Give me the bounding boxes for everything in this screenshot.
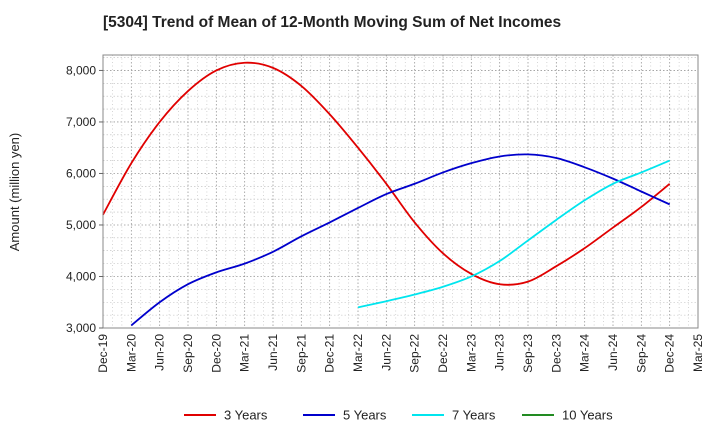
x-tick-label: Dec-23 [549,334,563,373]
y-tick-label: 6,000 [66,166,96,180]
x-tick-label: Mar-21 [238,334,252,372]
x-tick-label: Sep-24 [634,334,648,373]
x-tick-label: Dec-20 [209,334,223,373]
legend-label-3-years: 3 Years [224,408,268,423]
x-tick-labels: Dec-19 Mar-20 Jun-20 Sep-20 Dec-20 Mar-21 Jun-… [96,334,705,373]
legend-label-10-years: 10 Years [562,408,613,423]
series-line-3-years [102,61,671,286]
x-tick-label: Jun-21 [266,334,280,371]
x-tick-label: Mar-20 [124,334,138,372]
gridlines [102,55,699,329]
plot-frame [102,54,699,329]
x-tick-label: Jun-22 [379,334,393,371]
x-tick-label: Dec-24 [663,334,677,373]
x-tick-label: Mar-22 [351,334,365,372]
x-tick-label: Dec-21 [323,334,337,373]
y-tick-label: 7,000 [66,115,96,129]
x-tick-label: Sep-22 [408,334,422,373]
x-tick-label: Sep-23 [521,334,535,373]
y-tick-label: 3,000 [66,321,96,335]
legend-label-5-years: 5 Years [343,408,387,423]
x-tick-label: Dec-22 [436,334,450,373]
y-tick-labels: 3,000 4,000 5,000 6,000 7,000 8,000 [66,63,103,335]
y-tick-label: 5,000 [66,218,96,232]
x-tick-label: Jun-20 [153,334,167,371]
x-tick-label: Jun-24 [606,334,620,371]
series-line-7-years [357,159,671,309]
x-tick-label: Sep-21 [294,334,308,373]
series-lines [102,61,671,327]
x-tick-label: Mar-25 [691,334,705,372]
x-tick-label: Dec-19 [96,334,110,373]
legend: 3 Years 5 Years 7 Years 10 Years [184,408,613,423]
x-tick-label: Mar-23 [464,334,478,372]
y-axis-title: Amount (million yen) [7,133,22,252]
y-tick-label: 4,000 [66,269,96,283]
x-tick-label: Jun-23 [493,334,507,371]
y-tick-label: 8,000 [66,63,96,77]
legend-label-7-years: 7 Years [452,408,496,423]
x-tick-label: Sep-20 [181,334,195,373]
x-tick-label: Mar-24 [578,334,592,372]
series-line-5-years [130,153,671,327]
chart-title: [5304] Trend of Mean of 12-Month Moving … [103,14,562,31]
